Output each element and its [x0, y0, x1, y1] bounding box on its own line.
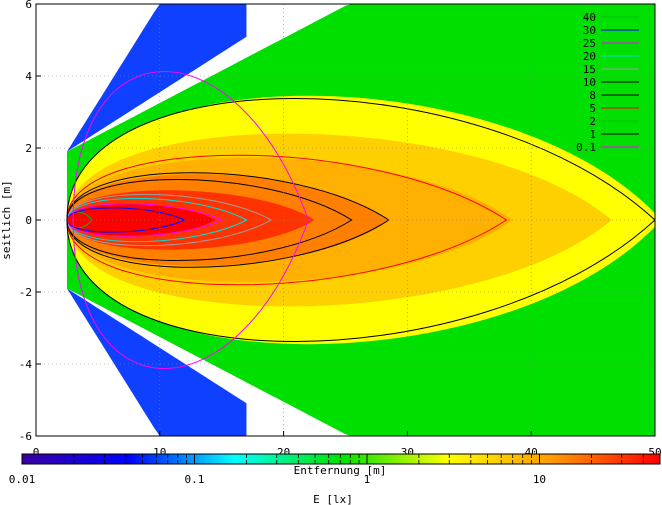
y-tick-label: 4	[25, 70, 32, 83]
grid-lines	[36, 4, 655, 436]
contour-25	[66, 203, 223, 237]
colorbar: 0.01 0.1 1 10	[9, 453, 661, 486]
colorbar-tick-label: 0.1	[185, 473, 205, 486]
legend-label: 2	[589, 115, 596, 128]
y-tick-label: -6	[19, 430, 32, 443]
legend-label: 8	[589, 89, 596, 102]
colorbar-tick-label: 10	[533, 473, 546, 486]
contour-20	[66, 197, 248, 243]
y-tick-label: 0	[25, 214, 32, 227]
field-wedge-lower	[66, 288, 247, 436]
x-tick-label: 0	[33, 446, 40, 459]
contour-15	[66, 193, 273, 247]
y-tick-label: -4	[19, 358, 33, 371]
legend-label: 5	[589, 102, 596, 115]
contour-10	[66, 179, 353, 261]
colorbar-minor-ticks	[21, 454, 661, 464]
colorbar-title: E [lx]	[313, 493, 353, 505]
legend-label: 40	[583, 11, 596, 24]
y-tick-label: 6	[25, 0, 32, 11]
x-axis-title: Entfernung [m]	[294, 464, 387, 477]
colorbar-tick-label: 1	[364, 473, 371, 486]
field-lobe	[66, 203, 216, 237]
y-tick-label: -2	[19, 286, 32, 299]
legend-label: 25	[583, 37, 596, 50]
legend-label: 10	[583, 76, 596, 89]
legend-label: 1	[589, 128, 596, 141]
legend-label: 15	[583, 63, 596, 76]
legend-label: 20	[583, 50, 596, 63]
y-axis-title: seitlich [m]	[0, 180, 13, 259]
colorbar-tick-label: 0.01	[9, 473, 36, 486]
legend-label: 0.1	[576, 141, 596, 154]
y-tick-label: 2	[25, 142, 32, 155]
legend-label: 30	[583, 24, 596, 37]
colorbar-gradient	[21, 453, 661, 465]
contour-1	[66, 98, 655, 342]
field-wedge-upper	[66, 4, 247, 152]
colorbar-tick-labels: 0.01 0.1 1 10	[9, 473, 546, 486]
contour-5	[66, 154, 508, 286]
y-axis-ticks: -6 -4 -2 0 2 4 6	[19, 0, 41, 443]
